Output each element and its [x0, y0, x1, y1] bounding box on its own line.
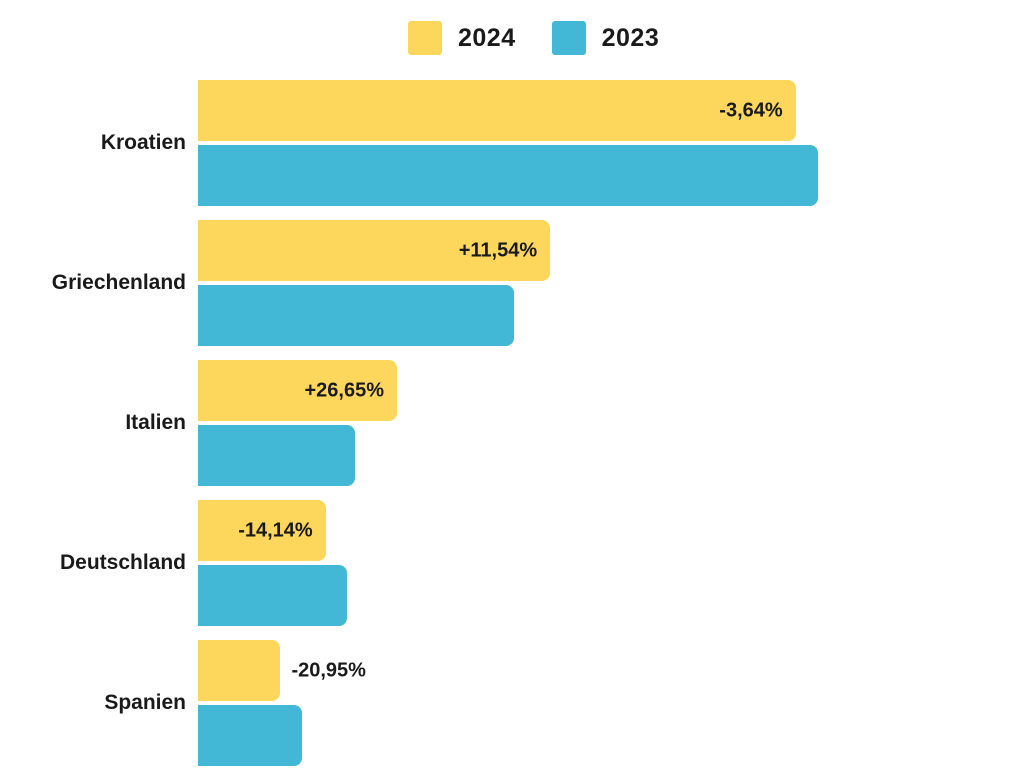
plot-area: Kroatien -3,64% Griechenland +11,54% Ita…	[0, 80, 1024, 768]
bar-group-italien: Italien +26,65%	[0, 360, 1024, 486]
category-label-deutschland: Deutschland	[59, 551, 186, 574]
category-label-griechenland: Griechenland	[51, 271, 186, 294]
legend-item-2024: 2024	[408, 21, 516, 55]
bar-2023-italien	[198, 425, 355, 486]
bars-deutschland: -14,14%	[198, 500, 818, 626]
bars-italien: +26,65%	[198, 360, 818, 486]
legend-label-2024: 2024	[458, 23, 516, 52]
value-label-2024-deutschland: -14,14%	[238, 519, 313, 541]
category-label-kroatien: Kroatien	[100, 131, 186, 154]
bars-spanien: -20,95%	[198, 640, 818, 766]
category-label-spanien: Spanien	[104, 691, 186, 714]
bar-group-kroatien: Kroatien -3,64%	[0, 80, 1024, 206]
legend-item-2023: 2023	[551, 21, 660, 55]
bar-2023-deutschland	[198, 565, 347, 626]
legend: 2024 2023	[408, 21, 659, 55]
bar-group-deutschland: Deutschland -14,14%	[0, 500, 1024, 626]
legend-swatch-2024-icon	[408, 21, 442, 55]
bar-2024-griechenland: +11,54%	[198, 220, 551, 281]
bar-2024-deutschland: -14,14%	[198, 500, 326, 561]
bar-2023-spanien	[198, 705, 303, 766]
bar-2024-kroatien: -3,64%	[198, 80, 796, 141]
legend-swatch-2023-icon	[551, 21, 586, 55]
bar-2023-kroatien	[198, 145, 818, 206]
bar-2023-griechenland	[198, 285, 514, 346]
category-label-italien: Italien	[125, 411, 186, 434]
bar-2024-spanien: -20,95%	[198, 640, 366, 701]
bars-griechenland: +11,54%	[198, 220, 818, 346]
legend-label-2023: 2023	[601, 23, 660, 52]
value-label-2024-italien: +26,65%	[304, 379, 385, 401]
value-label-2024-kroatien: -3,64%	[719, 99, 783, 121]
bar-group-spanien: Spanien -20,95%	[0, 640, 1024, 766]
bars-kroatien: -3,64%	[198, 80, 818, 206]
value-label-2024-spanien: -20,95%	[291, 659, 366, 681]
value-label-2024-griechenland: +11,54%	[458, 239, 538, 261]
bar-2024-italien: +26,65%	[198, 360, 398, 421]
bar-group-griechenland: Griechenland +11,54%	[0, 220, 1024, 346]
